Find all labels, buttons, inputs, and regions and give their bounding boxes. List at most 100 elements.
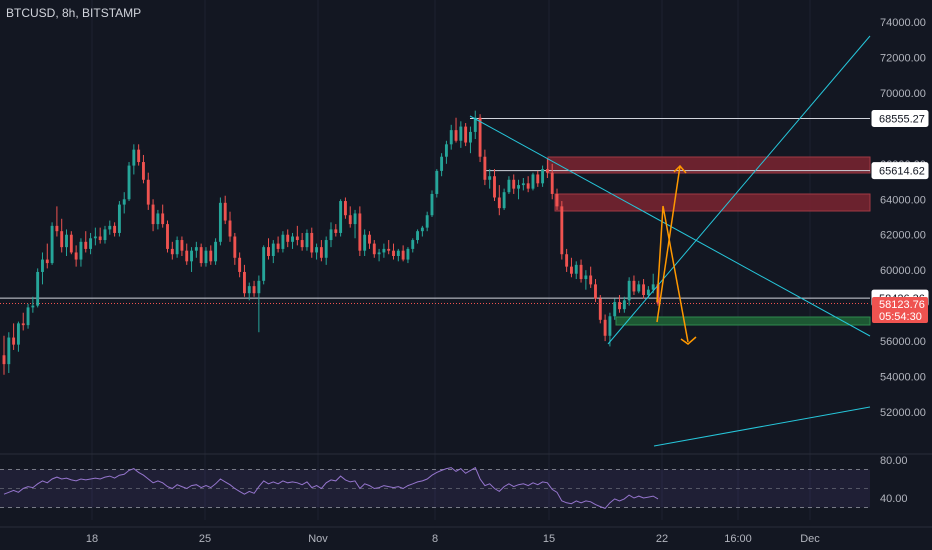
candle [310,227,314,258]
trend-line-lower [653,406,871,447]
candle-body [122,199,126,205]
candle [161,204,165,228]
candle-body [65,234,68,248]
candle-body [242,271,246,294]
candle [603,314,607,342]
candle-body [41,259,44,272]
price-tick-label: 60000.00 [880,265,926,277]
candle-body [613,302,617,317]
candle [228,211,232,242]
price-tick-label: 72000.00 [880,52,926,64]
candle-body [103,229,107,241]
supply-zone-lower [554,193,871,212]
candle [642,279,646,299]
trend-line-descending [469,115,871,337]
candle [387,240,391,255]
candle [464,123,468,147]
candle-body [166,224,169,249]
candle [339,199,343,237]
rsi-line [3,466,659,509]
candle [194,241,198,258]
candle-body [541,169,545,184]
candle [502,188,506,210]
candle [238,252,242,278]
time-tick-label: 18 [86,533,98,545]
candle-body [276,243,280,249]
projection-down-arrowhead [680,336,697,345]
candle [79,238,83,267]
candle-body [2,355,6,365]
time-tick-label: Dec [800,533,820,545]
price-label-mid: 65614.62 [879,166,925,178]
candle-body [161,213,165,225]
candle-body [334,229,338,233]
candle-body [199,247,203,264]
candle [31,296,35,313]
trend-lines [469,35,871,447]
candle-body [45,259,49,264]
price-tick-label: 56000.00 [880,336,926,348]
candle [545,158,549,178]
candle [622,296,626,313]
candle [637,280,641,294]
candle [353,209,357,239]
candle-body [569,266,573,274]
candle-body [444,144,448,157]
candle-body [113,225,117,233]
candle [555,188,559,210]
candle [300,232,304,251]
price-label-high: 68555.27 [879,114,925,126]
candle-body [420,227,424,232]
candle-body [589,275,593,285]
candle [343,197,347,219]
candle [122,192,126,214]
candle-body [12,337,16,345]
price-label-high-box [871,110,929,128]
candle-body [507,179,511,193]
candle-body [651,284,655,290]
supply-demand-zones [547,156,871,326]
candle [459,121,463,148]
candle-body [185,250,189,262]
candle-body [363,234,367,251]
candle-body [406,248,410,260]
candle [36,268,40,308]
candle-body [440,156,444,171]
candle [358,206,362,256]
candle-body [521,183,525,186]
candles [2,110,660,375]
candle [473,110,477,139]
candle-body [329,229,333,241]
candle [392,243,395,260]
candle [204,247,208,267]
last-price-box [872,297,928,323]
candle [60,218,64,253]
candle [16,321,20,352]
candle-body [416,231,420,241]
candle-body [305,232,309,248]
candle-body [430,193,434,216]
candle-body [358,213,362,251]
countdown-label: 05:54:30 [879,311,922,323]
price-label-mid-box [871,162,929,180]
candle-body [60,231,64,248]
candle [372,240,376,258]
candle [517,179,520,200]
candle-body [55,225,59,232]
candle [175,236,179,258]
supply-zone-upper [547,156,871,174]
candle [190,247,193,272]
candle [493,169,496,202]
candle-body [137,149,141,163]
candle [214,238,218,265]
rsi-tick-label: 40.00 [880,493,908,505]
candle [449,124,453,150]
candle-body [324,240,328,258]
candle-body [132,149,136,166]
candle-body [267,247,270,256]
candle [295,225,299,246]
candle-body [7,337,11,365]
candle-body [84,241,88,249]
